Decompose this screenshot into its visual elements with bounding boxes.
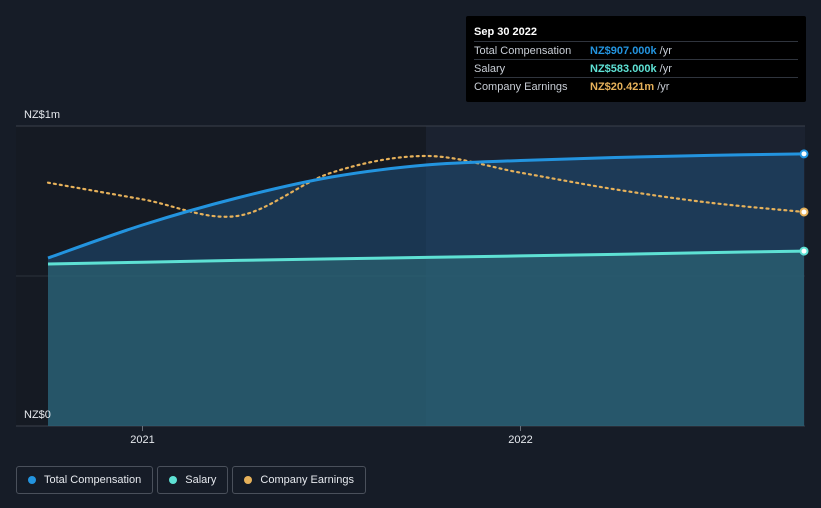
legend-dot-icon	[28, 476, 36, 484]
salary-line	[47, 249, 805, 266]
tooltip-row-salary: Salary NZ$583.000k /yr	[474, 59, 798, 77]
legend-dot-icon	[244, 476, 253, 484]
total-compensation-line	[47, 152, 805, 260]
salary-marker	[799, 246, 809, 256]
total-compensation-marker	[799, 149, 809, 159]
hover-tooltip: Sep 30 2022 Total Compensation NZ$907.00…	[466, 16, 806, 102]
tooltip-value: NZ$20.421m	[590, 80, 655, 93]
tooltip-label: Company Earnings	[474, 80, 568, 93]
x-tick-label-2021: 2021	[130, 434, 154, 446]
legend: Total Compensation Salary Company Earnin…	[16, 466, 366, 494]
tooltip-unit: /yr	[659, 44, 672, 57]
y-tick-label-top: NZ$1m	[24, 109, 60, 121]
legend-label: Salary	[185, 474, 217, 486]
tooltip-label: Total Compensation	[474, 44, 572, 57]
tooltip-value: NZ$907.000k	[590, 44, 657, 57]
legend-label: Total Compensation	[44, 474, 142, 486]
legend-item-salary[interactable]: Salary	[157, 466, 229, 494]
x-tick-label-2022: 2022	[508, 434, 532, 446]
legend-dot-icon	[169, 476, 178, 484]
tooltip-label: Salary	[474, 62, 506, 75]
legend-label: Company Earnings	[260, 474, 354, 486]
legend-item-total-compensation[interactable]: Total Compensation	[16, 466, 154, 494]
tooltip-value: NZ$583.000k	[590, 62, 657, 75]
tooltip-unit: /yr	[657, 80, 670, 93]
legend-item-company-earnings[interactable]: Company Earnings	[232, 466, 366, 494]
tooltip-unit: /yr	[659, 62, 672, 75]
company-earnings-line	[46, 154, 806, 218]
y-tick-label-bottom: NZ$0	[24, 409, 51, 421]
tooltip-row-company-earnings: Company Earnings NZ$20.421m /yr	[474, 77, 798, 95]
tooltip-row-total-compensation: Total Compensation NZ$907.000k /yr	[474, 41, 798, 59]
tooltip-date: Sep 30 2022	[474, 26, 537, 38]
company-earnings-marker	[799, 207, 809, 217]
salary-area	[48, 251, 804, 426]
